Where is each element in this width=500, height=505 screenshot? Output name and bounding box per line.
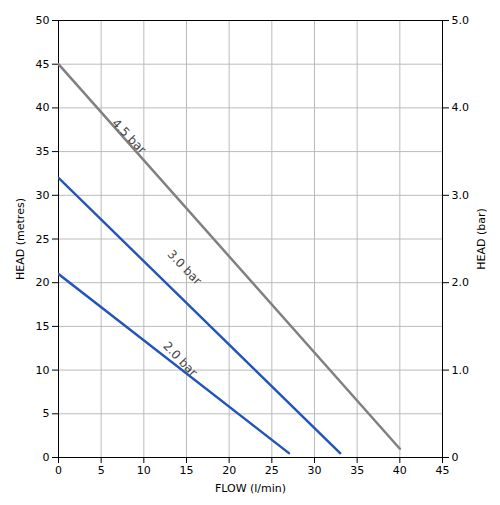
svg-text:10: 10 — [137, 464, 151, 477]
svg-text:40: 40 — [36, 101, 50, 114]
svg-text:FLOW (l/min): FLOW (l/min) — [215, 482, 286, 495]
svg-text:0: 0 — [55, 464, 62, 477]
svg-text:20: 20 — [36, 276, 50, 289]
svg-text:1.0: 1.0 — [452, 364, 470, 377]
svg-text:3.0 bar: 3.0 bar — [165, 247, 205, 288]
svg-text:HEAD (bar): HEAD (bar) — [475, 208, 488, 270]
svg-text:HEAD (metres): HEAD (metres) — [14, 198, 27, 280]
svg-text:5: 5 — [98, 464, 105, 477]
svg-text:5: 5 — [43, 407, 50, 420]
svg-text:25: 25 — [265, 464, 279, 477]
svg-text:50: 50 — [36, 14, 50, 27]
svg-text:2.0: 2.0 — [452, 276, 470, 289]
svg-text:5.0: 5.0 — [452, 14, 470, 27]
svg-text:15: 15 — [180, 464, 194, 477]
svg-text:45: 45 — [436, 464, 450, 477]
svg-text:25: 25 — [36, 233, 50, 246]
svg-text:20: 20 — [222, 464, 236, 477]
svg-text:4.0: 4.0 — [452, 101, 470, 114]
svg-text:45: 45 — [36, 58, 50, 71]
svg-text:3.0: 3.0 — [452, 189, 470, 202]
svg-text:0: 0 — [43, 451, 50, 464]
svg-text:40: 40 — [393, 464, 407, 477]
svg-text:30: 30 — [308, 464, 322, 477]
svg-text:0: 0 — [452, 451, 459, 464]
svg-text:15: 15 — [36, 320, 50, 333]
svg-text:35: 35 — [350, 464, 364, 477]
svg-text:4.5 bar: 4.5 bar — [109, 116, 149, 157]
svg-text:10: 10 — [36, 364, 50, 377]
svg-text:35: 35 — [36, 145, 50, 158]
svg-text:30: 30 — [36, 189, 50, 202]
svg-text:2.0 bar: 2.0 bar — [160, 339, 200, 380]
